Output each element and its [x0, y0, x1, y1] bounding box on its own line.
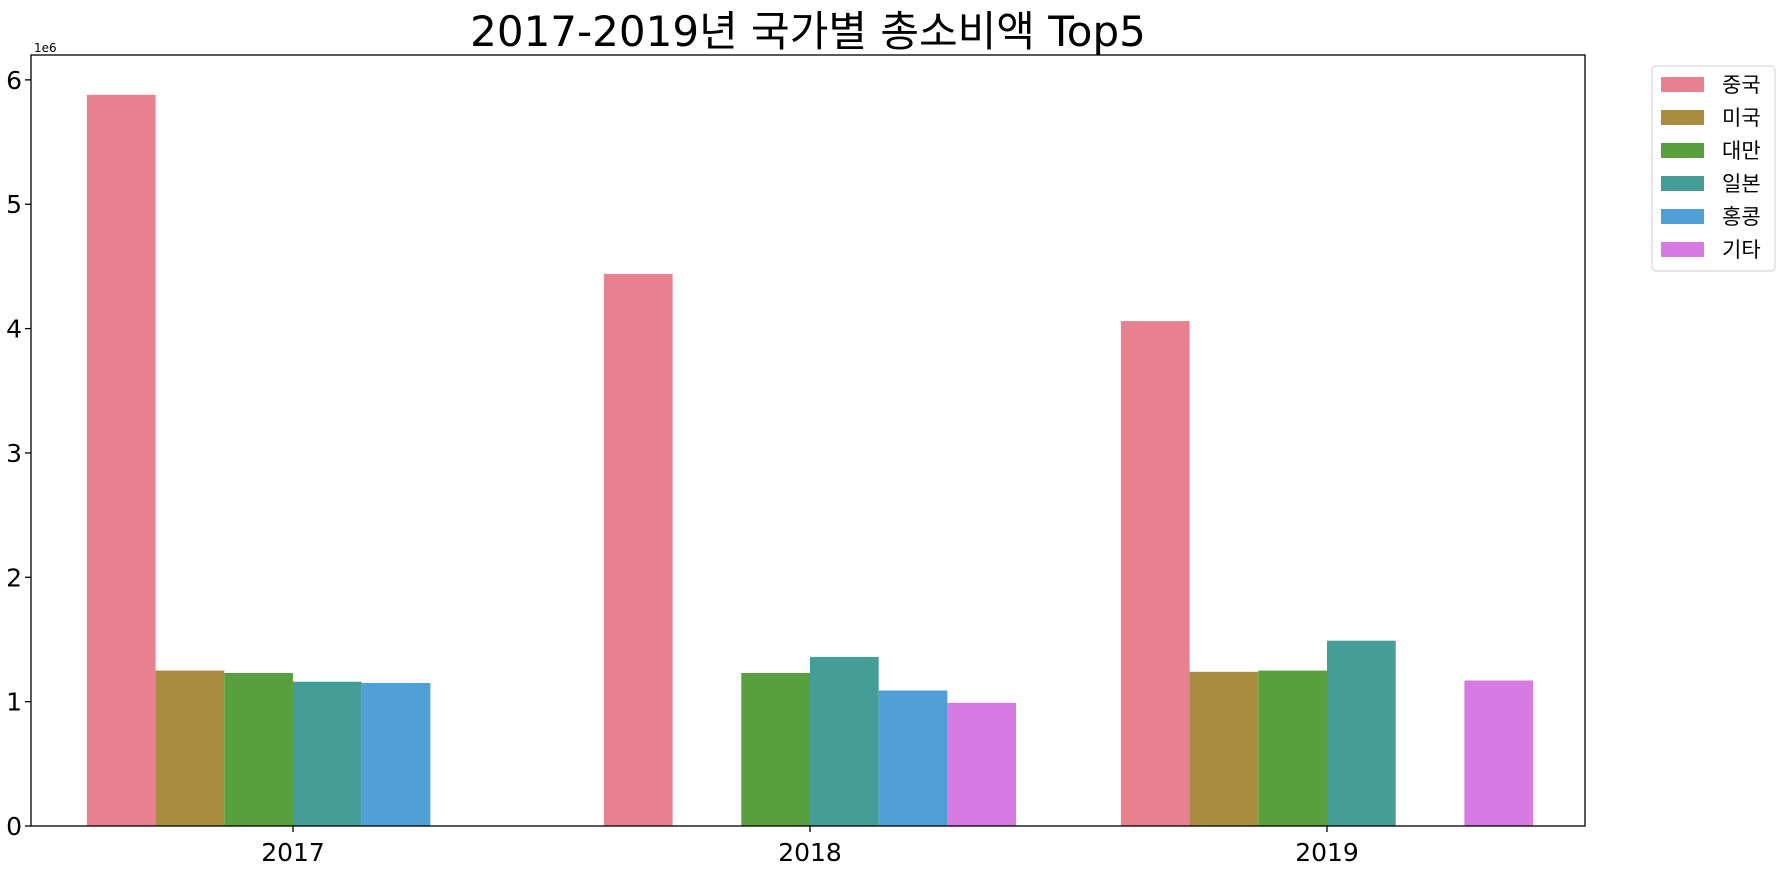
legend-swatch-대만: [1661, 143, 1704, 158]
legend-swatch-기타: [1661, 242, 1704, 257]
legend-swatch-중국: [1661, 77, 1704, 92]
bar-미국-2017: [155, 670, 225, 826]
legend-label-대만: 대만: [1722, 139, 1761, 163]
y-tick-label: 2: [6, 563, 22, 592]
y-tick-label: 6: [6, 66, 22, 95]
legend-label-홍콩: 홍콩: [1722, 205, 1761, 229]
bar-일본-2018: [810, 656, 879, 826]
bar-홍콩-2017: [361, 683, 431, 826]
y-tick-label: 5: [6, 190, 22, 219]
bar-대만-2018: [741, 673, 810, 826]
bar-미국-2019: [1189, 671, 1259, 826]
legend-label-미국: 미국: [1722, 106, 1761, 130]
x-axis: 2017 2018 2019: [261, 826, 1359, 867]
y-tick-label: 4: [6, 315, 22, 344]
bar-중국-2019: [1120, 321, 1190, 826]
bar-일본-2017: [293, 681, 362, 826]
y-tick-label: 1: [6, 688, 22, 717]
y-tick-label: 0: [6, 812, 22, 841]
y-tick-label: 3: [6, 439, 22, 468]
bar-중국-2018: [603, 273, 673, 826]
legend-swatch-일본: [1661, 176, 1704, 191]
bar-기타-2018: [947, 702, 1017, 826]
y-axis: 0 1 2 3 4 5 6: [6, 66, 31, 841]
bar-대만-2017: [224, 673, 293, 826]
legend-swatch-홍콩: [1661, 209, 1704, 224]
bar-대만-2019: [1258, 670, 1327, 826]
y-scale-label: 1e6: [34, 41, 57, 55]
plot-frame: [30, 54, 1586, 827]
bar-중국-2017: [86, 94, 156, 827]
bar-일본-2019: [1327, 640, 1396, 826]
legend-label-일본: 일본: [1722, 172, 1761, 196]
x-tick-label: 2017: [261, 838, 325, 867]
legend-label-기타: 기타: [1722, 238, 1761, 262]
x-tick-label: 2019: [1295, 838, 1359, 867]
chart-title: 2017-2019년 국가별 총소비액 Top5: [470, 7, 1146, 56]
legend-swatch-미국: [1661, 110, 1704, 125]
legend-label-중국: 중국: [1722, 73, 1761, 97]
bar-기타-2019: [1464, 680, 1534, 826]
bars-group: [86, 94, 1534, 827]
bar-홍콩-2018: [878, 690, 948, 826]
x-tick-label: 2018: [778, 838, 842, 867]
